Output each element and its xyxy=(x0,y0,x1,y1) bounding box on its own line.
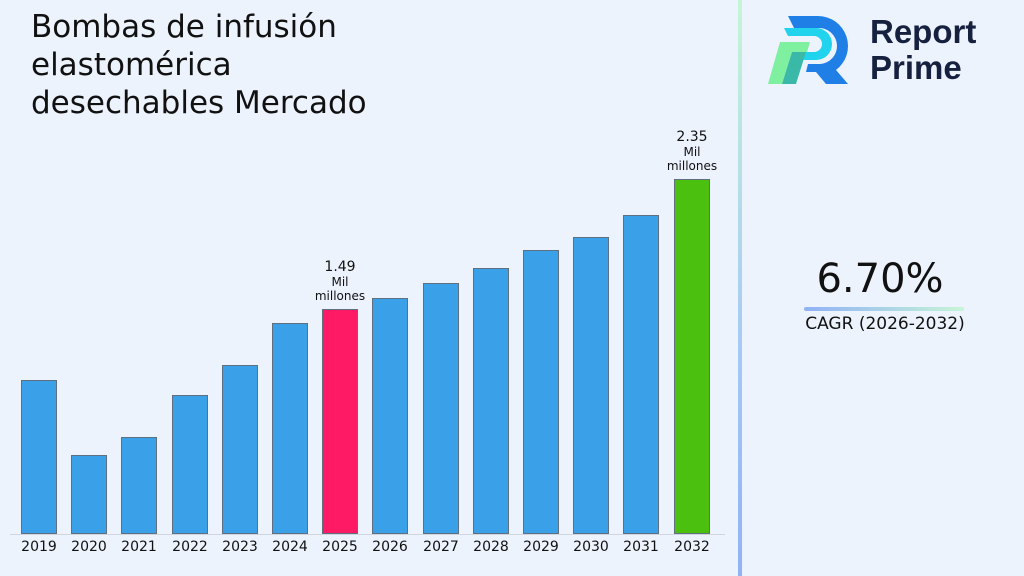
data-label-2032: 2.35 Mil millones xyxy=(666,129,718,173)
x-tick-label: 2024 xyxy=(272,539,308,555)
x-tick-label: 2019 xyxy=(21,539,57,555)
x-tick-label: 2021 xyxy=(121,539,157,555)
x-tick-label: 2030 xyxy=(573,539,609,555)
x-tick-label: 2026 xyxy=(372,539,408,555)
bar-2023 xyxy=(222,365,258,534)
x-tick-label: 2032 xyxy=(674,539,710,555)
x-tick-label: 2028 xyxy=(473,539,509,555)
bar-2024 xyxy=(272,323,308,534)
bar-2030 xyxy=(573,237,609,534)
brand-name: Report Prime xyxy=(870,14,976,86)
x-tick-label: 2029 xyxy=(523,539,559,555)
bar-2021 xyxy=(121,437,157,534)
cagr-label: CAGR (2026-2032) xyxy=(805,314,965,334)
report-prime-logo-icon xyxy=(768,16,848,84)
brand-name-line-1: Report xyxy=(870,13,977,50)
x-tick-label: 2025 xyxy=(322,539,358,555)
cagr-value: 6.70% xyxy=(816,256,944,302)
brand-name-line-2: Prime xyxy=(870,49,962,86)
bar-2032 xyxy=(674,179,710,534)
bar-2031 xyxy=(623,215,659,534)
x-tick-label: 2022 xyxy=(172,539,208,555)
report-prime-logo: Report Prime xyxy=(766,14,1006,90)
bar-2020 xyxy=(71,455,107,534)
cagr-underline xyxy=(804,307,964,311)
x-axis-line xyxy=(10,534,725,535)
title-line-1: Bombas de infusión xyxy=(31,9,337,45)
x-tick-label: 2031 xyxy=(623,539,659,555)
bar-2022 xyxy=(172,395,208,534)
x-tick-label: 2027 xyxy=(423,539,459,555)
x-tick-label: 2023 xyxy=(222,539,258,555)
title-line-2: elastomérica xyxy=(31,47,232,83)
divider xyxy=(738,0,742,576)
x-tick-label: 2020 xyxy=(71,539,107,555)
bar-2026 xyxy=(372,298,408,534)
bar-2029 xyxy=(523,250,559,534)
bar-2027 xyxy=(423,283,459,534)
data-label-2025: 1.49 Mil millones xyxy=(314,259,366,303)
bar-2019 xyxy=(21,380,57,534)
title-line-3: desechables Mercado xyxy=(31,85,367,121)
bar-2028 xyxy=(473,268,509,534)
chart-title: Bombas de infusión elastomérica desechab… xyxy=(31,8,451,122)
bar-2025 xyxy=(322,309,358,534)
bar-chart: 2019 2020 2021 2022 2023 2024 2025 1.49 Mil millo… xyxy=(10,129,725,555)
